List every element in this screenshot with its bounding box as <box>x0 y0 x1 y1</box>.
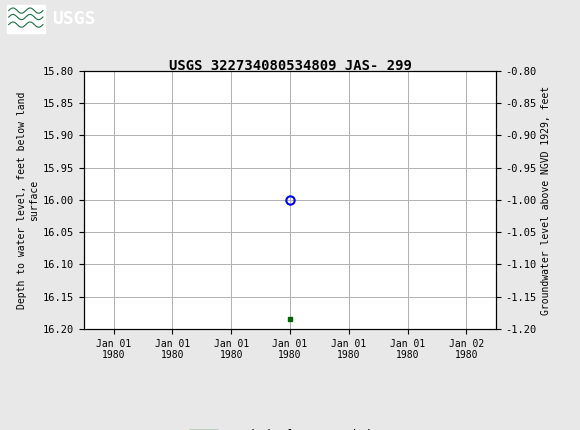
Y-axis label: Depth to water level, feet below land
surface: Depth to water level, feet below land su… <box>17 91 39 309</box>
Legend: Period of approved data: Period of approved data <box>184 424 396 430</box>
Text: USGS 322734080534809 JAS- 299: USGS 322734080534809 JAS- 299 <box>169 59 411 74</box>
FancyBboxPatch shape <box>7 5 45 33</box>
Text: USGS: USGS <box>52 10 96 28</box>
Y-axis label: Groundwater level above NGVD 1929, feet: Groundwater level above NGVD 1929, feet <box>541 86 551 314</box>
